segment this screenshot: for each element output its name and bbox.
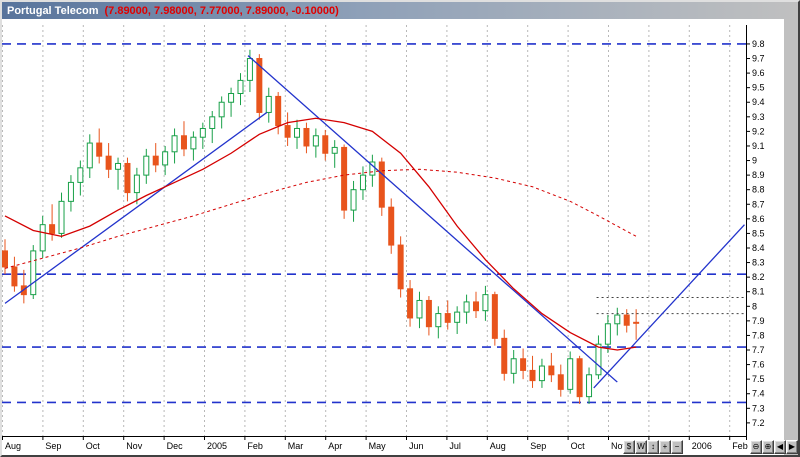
svg-text:9.8: 9.8 [752,39,765,49]
zoom-out-button[interactable]: − [671,440,683,454]
svg-text:Oct: Oct [571,441,586,451]
svg-text:7.2: 7.2 [752,418,765,428]
svg-text:Feb: Feb [732,441,748,451]
ohlc-readout: (7.89000, 7.98000, 7.77000, 7.89000, -0.… [104,4,339,17]
svg-text:May: May [369,441,387,451]
svg-text:2006: 2006 [692,441,712,451]
svg-text:7.7: 7.7 [752,345,765,355]
title-bar[interactable]: Portugal Telecom (7.89000, 7.98000, 7.77… [2,2,798,19]
scroll-controls: ⊖ ⊕ ◀ ▶ [750,440,798,454]
svg-text:Aug: Aug [490,441,506,451]
svg-text:9.3: 9.3 [752,112,765,122]
slow-moving-average-line [4,168,637,269]
svg-text:Oct: Oct [86,441,101,451]
svg-text:8: 8 [752,301,757,311]
svg-text:8.5: 8.5 [752,228,765,238]
svg-text:Dec: Dec [167,441,184,451]
window-title: Portugal Telecom [7,4,99,17]
lens-zoom-in-button[interactable]: ⊕ [762,440,774,454]
svg-text:8.7: 8.7 [752,199,765,209]
right-margin [784,19,798,455]
chart-area: 9.8 9.7 9.6 9.5 9.4 9.3 9.2 9.1 9 8.9 8.8 8.7 8.6 8.5… [2,19,798,455]
svg-text:7.4: 7.4 [752,389,765,399]
fast-moving-average-line [4,117,637,351]
dotted-price-levels[interactable] [596,297,746,315]
svg-text:7.9: 7.9 [752,316,765,326]
svg-text:Sep: Sep [530,441,546,451]
trendlines[interactable] [4,55,745,389]
price-chart-canvas[interactable]: 9.8 9.7 9.6 9.5 9.4 9.3 9.2 9.1 9 8.9 8.8 8.7 8.6 8.5… [2,19,798,455]
svg-text:8.1: 8.1 [752,287,765,297]
svg-text:9.7: 9.7 [752,54,765,64]
scroll-right-button[interactable]: ▶ [786,440,798,454]
svg-text:2005: 2005 [207,441,227,451]
vertical-zoom-button[interactable]: ↕ [647,440,659,454]
candlesticks [2,49,640,404]
svg-text:7.6: 7.6 [752,360,765,370]
svg-text:8.6: 8.6 [752,214,765,224]
svg-text:9.2: 9.2 [752,126,765,136]
svg-text:8.9: 8.9 [752,170,765,180]
svg-text:9.5: 9.5 [752,83,765,93]
svg-text:Mar: Mar [288,441,304,451]
svg-text:7.3: 7.3 [752,403,765,413]
svg-text:8.3: 8.3 [752,258,765,268]
svg-text:9.1: 9.1 [752,141,765,151]
chart-toolbar: $ W ↕ + − [623,440,683,454]
svg-text:Aug: Aug [5,441,21,451]
svg-text:Jun: Jun [409,441,424,451]
svg-text:Feb: Feb [247,441,263,451]
svg-text:7.5: 7.5 [752,374,765,384]
svg-text:Nov: Nov [611,441,628,451]
svg-text:8.4: 8.4 [752,243,765,253]
svg-text:9.4: 9.4 [752,97,765,107]
svg-text:9: 9 [752,156,757,166]
svg-text:8.8: 8.8 [752,185,765,195]
svg-text:Sep: Sep [45,441,61,451]
dashed-support-resistance-lines[interactable] [2,43,746,404]
svg-text:9.6: 9.6 [752,68,765,78]
svg-text:Jul: Jul [449,441,461,451]
zoom-in-button[interactable]: + [659,440,671,454]
month-gridlines [2,25,731,436]
svg-text:Apr: Apr [328,441,342,451]
svg-text:8.2: 8.2 [752,272,765,282]
y-axis-labels: 9.8 9.7 9.6 9.5 9.4 9.3 9.2 9.1 9 8.9 8.8 8.7 8.6 8.5… [746,39,765,428]
price-scale-button[interactable]: $ [623,440,635,454]
svg-text:7.8: 7.8 [752,330,765,340]
scroll-left-button[interactable]: ◀ [774,440,786,454]
weekly-periodicity-button[interactable]: W [635,440,647,454]
lens-zoom-out-button[interactable]: ⊖ [750,440,762,454]
svg-text:Nov: Nov [126,441,143,451]
